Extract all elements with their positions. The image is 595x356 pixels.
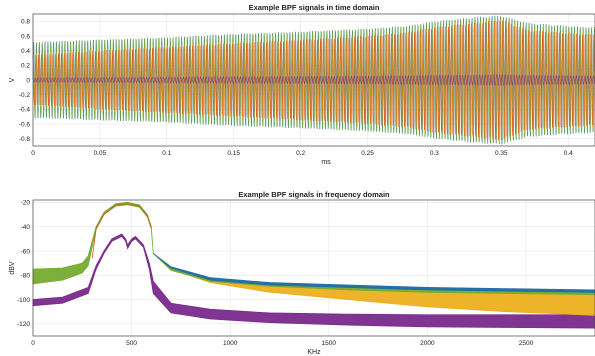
time-chart-xlabel: ms (321, 159, 331, 166)
freq-chart-ylabel: dBV (9, 261, 16, 275)
time-chart-y-tick-label: -0.4 (19, 107, 31, 114)
time-chart-y-tick-label: 0 (26, 77, 30, 84)
time-chart-y-tick-label: 0.8 (21, 19, 30, 26)
time-chart-x-tick-label: 0.1 (162, 150, 171, 157)
freq-band-yellow (153, 253, 595, 316)
freq-chart-x-tick-label: 1000 (223, 340, 238, 347)
time-series-green (32, 16, 595, 144)
freq-chart-x-tick-label: 500 (126, 340, 137, 347)
time-chart-x-tick-label: 0.25 (361, 150, 374, 157)
freq-band-orange (91, 203, 152, 259)
freq-chart-x-tick-label: 0 (31, 340, 35, 347)
time-chart-y-tick-label: -0.2 (19, 92, 31, 99)
freq-chart-y-tick-label: -60 (21, 248, 31, 255)
time-chart-x-tick-label: 0.15 (227, 150, 240, 157)
time-domain-chart: Example BPF signals in time domain 0 0.05… (9, 3, 595, 166)
time-chart-y-ticks: -0.8 -0.6 -0.4 -0.2 0 0.2 0.4 0.6 0.8 (19, 19, 31, 143)
freq-chart-x-ticks: 0 500 1000 1500 2000 2500 (31, 340, 533, 347)
time-chart-ylabel: V (9, 77, 16, 82)
freq-chart-x-tick-label: 2000 (420, 340, 435, 347)
time-chart-y-tick-label: -0.8 (19, 136, 31, 143)
freq-chart-y-tick-label: -120 (17, 321, 30, 328)
time-chart-series (32, 15, 595, 145)
time-series-orange (32, 20, 595, 140)
freq-band-blue (153, 253, 595, 293)
time-chart-frame (32, 13, 595, 147)
time-chart-x-ticks: 0 0.05 0.1 0.15 0.2 0.25 0.3 0.35 0.4 (31, 150, 573, 157)
time-chart-x-tick-label: 0 (31, 150, 35, 157)
freq-chart-frame (32, 199, 595, 337)
time-chart-title: Example BPF signals in time domain (249, 3, 380, 12)
time-chart-x-tick-label: 0.35 (495, 150, 508, 157)
time-series-purple (32, 73, 595, 87)
freq-band-green (32, 202, 595, 296)
time-chart-x-tick-label: 0.3 (430, 150, 439, 157)
frequency-domain-chart: Example BPF signals in frequency domain … (9, 190, 595, 356)
time-chart-x-tick-label: 0.05 (94, 150, 107, 157)
time-chart-y-tick-label: 0.4 (21, 48, 30, 55)
time-chart-y-tick-label: -0.6 (19, 121, 31, 128)
freq-chart-y-tick-label: -80 (21, 273, 31, 280)
time-chart-x-tick-label: 0.4 (564, 150, 573, 157)
freq-chart-series (32, 202, 595, 329)
freq-chart-y-ticks: -120 -100 -80 -60 -40 -20 (17, 200, 30, 328)
freq-chart-x-tick-label: 1500 (322, 340, 337, 347)
freq-chart-y-tick-label: -100 (17, 297, 30, 304)
freq-chart-xlabel: KHz (307, 349, 321, 356)
time-chart-y-tick-label: 0.6 (21, 33, 30, 40)
freq-band-purple (32, 233, 595, 329)
freq-chart-x-tick-label: 2500 (519, 340, 534, 347)
freq-chart-title: Example BPF signals in frequency domain (238, 190, 390, 199)
time-chart-y-tick-label: 0.2 (21, 63, 30, 70)
freq-chart-y-tick-label: -40 (21, 224, 31, 231)
freq-chart-y-tick-label: -20 (21, 200, 31, 207)
time-chart-x-tick-label: 0.2 (296, 150, 305, 157)
